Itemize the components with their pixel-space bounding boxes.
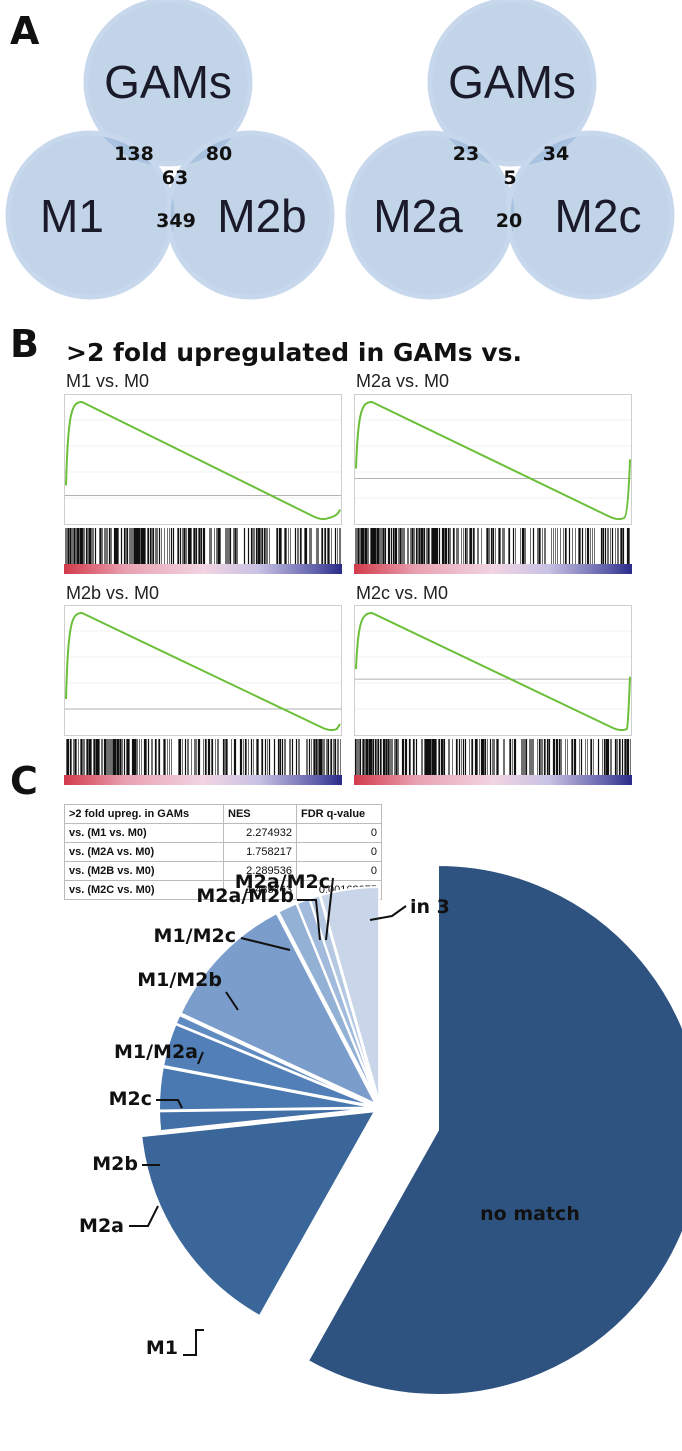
pie-label-m1-m2b: M1/M2b <box>137 969 222 991</box>
gene-hit-barcode <box>354 739 632 775</box>
gsea-plot-3-label: M2b vs. M0 <box>66 583 160 603</box>
venn-1-count-left-right: 349 <box>156 210 196 232</box>
rank-gradient-bar <box>64 775 342 785</box>
table-cell: vs. (M2C vs. M0) <box>64 880 224 900</box>
gsea-plot-3 <box>64 605 342 785</box>
table-cell: 1.435743 <box>223 880 297 900</box>
gsea-plot-4-label: M2c vs. M0 <box>356 583 449 603</box>
pie-slice-no-match <box>306 863 682 1396</box>
pie-slice-m2b <box>158 1065 375 1112</box>
pie-label-m2a: M2a <box>79 1215 124 1237</box>
enrichment-score-panel <box>64 394 342 525</box>
venn-2: GAMs M2a M2c 23 34 5 20 <box>345 0 675 300</box>
rank-gradient <box>64 775 342 785</box>
venn-2-label-gams: GAMs <box>448 56 576 108</box>
enrichment-score-panel <box>354 394 632 525</box>
table-cell: 2.289536 <box>223 861 297 881</box>
venn-1-label-right: M2b <box>217 190 306 242</box>
venn-1-label-left: M1 <box>40 190 104 242</box>
pie-label-in-3: in 3 <box>410 896 450 918</box>
venn-2-label-right: M2c <box>555 190 642 242</box>
gsea-plot-2 <box>354 394 632 574</box>
venn-2-circle-gams <box>427 0 597 167</box>
gsea-stats-table: >2 fold upreg. in GAMs NES FDR q-value v… <box>64 804 382 900</box>
pie-leader-line <box>369 905 407 921</box>
gsea-plot-1 <box>64 394 342 574</box>
panel-label-a: A <box>10 9 40 53</box>
venn-1-count-gams-left: 138 <box>114 143 154 165</box>
venn-2-count-center: 5 <box>503 167 516 189</box>
enrichment-curve <box>355 611 631 732</box>
gsea-plot-1-label: M1 vs. M0 <box>66 371 150 391</box>
panel-label-c: C <box>10 759 38 803</box>
pie-label-m2b: M2b <box>92 1153 138 1175</box>
pie-leader-line <box>225 991 239 1011</box>
pie-slice-in-3 <box>319 886 381 1103</box>
gene-hit-barcode <box>64 739 342 775</box>
panel-label-b: B <box>10 322 39 366</box>
venn-1-label-gams: GAMs <box>104 56 232 108</box>
venn-2-count-left-right: 20 <box>496 210 522 232</box>
gsea-plot-2-label: M2a vs. M0 <box>356 371 450 391</box>
pie-label-m2a-m2c: M2a/M2c <box>235 871 330 893</box>
pie-slice-m1-m2a <box>174 1013 375 1107</box>
rank-gradient <box>64 564 342 574</box>
enrichment-curve <box>65 400 341 521</box>
pie-leader-line <box>240 937 291 951</box>
table-cell: vs. (M2B vs. M0) <box>64 861 224 881</box>
pie-leader-line <box>297 899 321 941</box>
pie-label-m1-m2a: M1/M2a <box>114 1041 198 1063</box>
pie-label-m2a-m2b: M2a/M2b <box>196 885 294 907</box>
pie-label-m1: M1 <box>146 1337 178 1359</box>
pie-leader-line <box>197 1051 204 1065</box>
pie-leader-line <box>325 877 334 941</box>
pie-label-no-match: no match <box>480 1203 580 1225</box>
venn-1: GAMs M1 M2b 138 80 63 349 <box>5 0 335 300</box>
gsea-title: >2 fold upregulated in GAMs vs. <box>66 338 522 367</box>
gene-hit-barcode <box>354 528 632 564</box>
venn-1-circle-gams <box>83 0 253 167</box>
pie-leader-line <box>156 1099 183 1109</box>
venn-2-count-gams-left: 23 <box>453 143 479 165</box>
rank-gradient-bar <box>354 775 632 785</box>
table-row: vs. (M2B vs. M0) 2.289536 0 <box>64 861 382 881</box>
venn-2-label-left: M2a <box>373 190 463 242</box>
enrichment-curve <box>65 611 341 732</box>
enrichment-score-panel <box>354 605 632 736</box>
pie-leader-line <box>183 1329 204 1356</box>
venn-1-circle-right <box>165 130 335 300</box>
venn-1-count-center: 63 <box>162 167 188 189</box>
venn-2-circle-right <box>505 130 675 300</box>
venn-1-count-gams-right: 80 <box>206 143 232 165</box>
table-header-row: >2 fold upreg. in GAMs NES FDR q-value <box>64 804 382 824</box>
table-cell: 2.274932 <box>223 823 297 843</box>
rank-gradient-bar <box>64 564 342 574</box>
enrichment-curve <box>355 400 631 521</box>
pie-slice-m1 <box>140 1110 377 1318</box>
table-cell: vs. (M2A vs. M0) <box>64 842 224 862</box>
venn-diagrams: GAMs M1 M2b 138 80 63 349 GAMs M2a M2c 2… <box>5 0 675 300</box>
pie-label-m2c: M2c <box>109 1088 152 1110</box>
rank-gradient <box>354 775 632 785</box>
gsea-plot-4 <box>354 605 632 785</box>
rank-gradient-bar <box>354 564 632 574</box>
pie-label-m1-m2c: M1/M2c <box>154 925 236 947</box>
pie-leader-line <box>129 1205 159 1227</box>
table-header-cell: >2 fold upreg. in GAMs <box>64 804 224 824</box>
table-row: vs. (M1 vs. M0) 2.274932 0 <box>64 823 382 843</box>
rank-gradient <box>354 564 632 574</box>
enrichment-score-panel <box>64 605 342 736</box>
pie-slice-m1-m2b <box>179 911 378 1106</box>
venn-2-count-gams-right: 34 <box>543 143 569 165</box>
gene-hit-barcode <box>64 528 342 564</box>
